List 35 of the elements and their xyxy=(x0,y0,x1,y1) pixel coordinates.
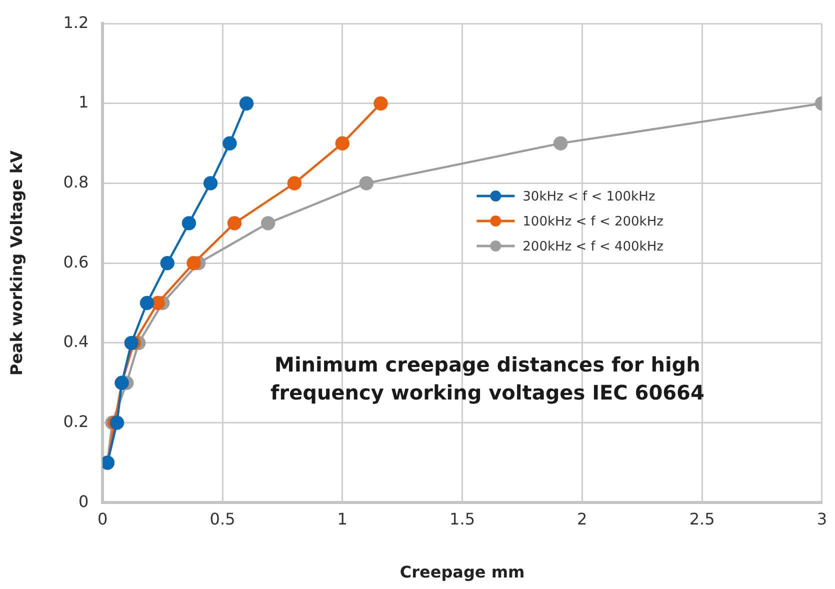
text: Minimum creepage distances for high frequency working voltages IEC 60664 xyxy=(270,352,704,405)
point xyxy=(553,136,568,150)
point xyxy=(239,96,254,111)
y-tick-label: 1 xyxy=(78,92,89,112)
x-tick-label: 2.5 xyxy=(689,509,715,528)
point xyxy=(374,96,388,111)
x-tick-label: 3 xyxy=(816,509,828,528)
point xyxy=(335,136,350,150)
x-tick-label: 1.5 xyxy=(450,509,476,528)
point xyxy=(227,216,242,230)
point xyxy=(110,416,124,430)
y-tick-label: 1.2 xyxy=(63,12,89,32)
x-tick-label: 0.5 xyxy=(210,509,236,528)
point xyxy=(287,176,302,190)
point xyxy=(186,256,201,270)
point xyxy=(359,176,374,190)
y-tick-label: 0.4 xyxy=(63,332,89,352)
legend-label: 100kHz < f < 200kHz xyxy=(522,214,664,230)
legend-label: 30kHz < f < 100kHz xyxy=(522,189,656,204)
x-tick-label: 0 xyxy=(98,509,108,528)
y-tick-label: 0.2 xyxy=(63,412,89,431)
y-tick-label: 0.8 xyxy=(63,172,89,192)
x-tick-label: 2 xyxy=(577,509,588,528)
y-axis-title: Peak working Voltage kV xyxy=(6,150,26,376)
y-tick-label: 0 xyxy=(78,492,89,511)
point xyxy=(222,136,237,150)
y-tick-label: 0.6 xyxy=(63,252,89,272)
point xyxy=(260,216,276,230)
point xyxy=(203,176,218,190)
x-axis-title: Creepage mm xyxy=(400,562,525,582)
legend-label: 200kHz < f < 400kHz xyxy=(522,239,664,254)
point xyxy=(140,296,154,310)
point xyxy=(182,216,196,230)
point xyxy=(160,256,174,270)
x-tick-label: 1 xyxy=(337,509,348,528)
